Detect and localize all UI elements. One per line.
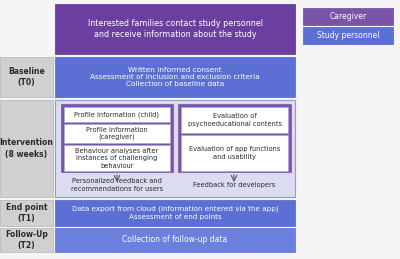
Text: Baseline
(T0): Baseline (T0) — [8, 67, 45, 87]
Bar — [0, 100, 53, 197]
Bar — [0, 228, 53, 252]
Text: Collection of follow-up data: Collection of follow-up data — [122, 235, 228, 244]
Text: Data export from cloud (information entered via the app)
Assessment of end point: Data export from cloud (information ente… — [72, 206, 278, 220]
Bar — [55, 200, 295, 226]
Text: Interested families contact study personnel
and receive information about the st: Interested families contact study person… — [88, 19, 262, 39]
Text: Evaluation of app functions
and usability: Evaluation of app functions and usabilit… — [189, 146, 280, 160]
Bar — [0, 200, 53, 226]
Text: Study personnel: Study personnel — [317, 31, 379, 40]
Bar — [61, 104, 173, 172]
Text: Caregiver: Caregiver — [329, 12, 367, 21]
Bar — [55, 100, 295, 197]
Bar — [64, 124, 170, 143]
Bar — [55, 228, 295, 252]
Text: Written informed consent
Assessment of inclusion and exclusion criteria
Collecti: Written informed consent Assessment of i… — [90, 67, 260, 88]
Bar — [178, 104, 291, 172]
Bar — [181, 135, 288, 171]
Text: Intervention
(8 weeks): Intervention (8 weeks) — [0, 139, 54, 159]
Text: End point
(T1): End point (T1) — [6, 203, 47, 223]
Bar — [55, 57, 295, 97]
Text: Evaluation of
psychoeducational contents: Evaluation of psychoeducational contents — [188, 113, 282, 127]
Text: Feedback for developers: Feedback for developers — [193, 182, 276, 188]
Text: Follow-Up
(T2): Follow-Up (T2) — [5, 230, 48, 250]
Bar — [0, 57, 53, 97]
Bar — [64, 145, 170, 171]
Bar — [303, 8, 393, 25]
Text: Profile information
(caregiver): Profile information (caregiver) — [86, 126, 148, 140]
Text: Behaviour analyses after
instances of challenging
behaviour: Behaviour analyses after instances of ch… — [75, 147, 159, 169]
Bar — [64, 107, 170, 122]
Text: Personalized feedback and
recommendations for users: Personalized feedback and recommendation… — [71, 178, 163, 192]
Text: Profile information (child): Profile information (child) — [74, 111, 160, 118]
Bar — [181, 107, 288, 133]
Bar — [303, 27, 393, 44]
Bar — [55, 4, 295, 54]
